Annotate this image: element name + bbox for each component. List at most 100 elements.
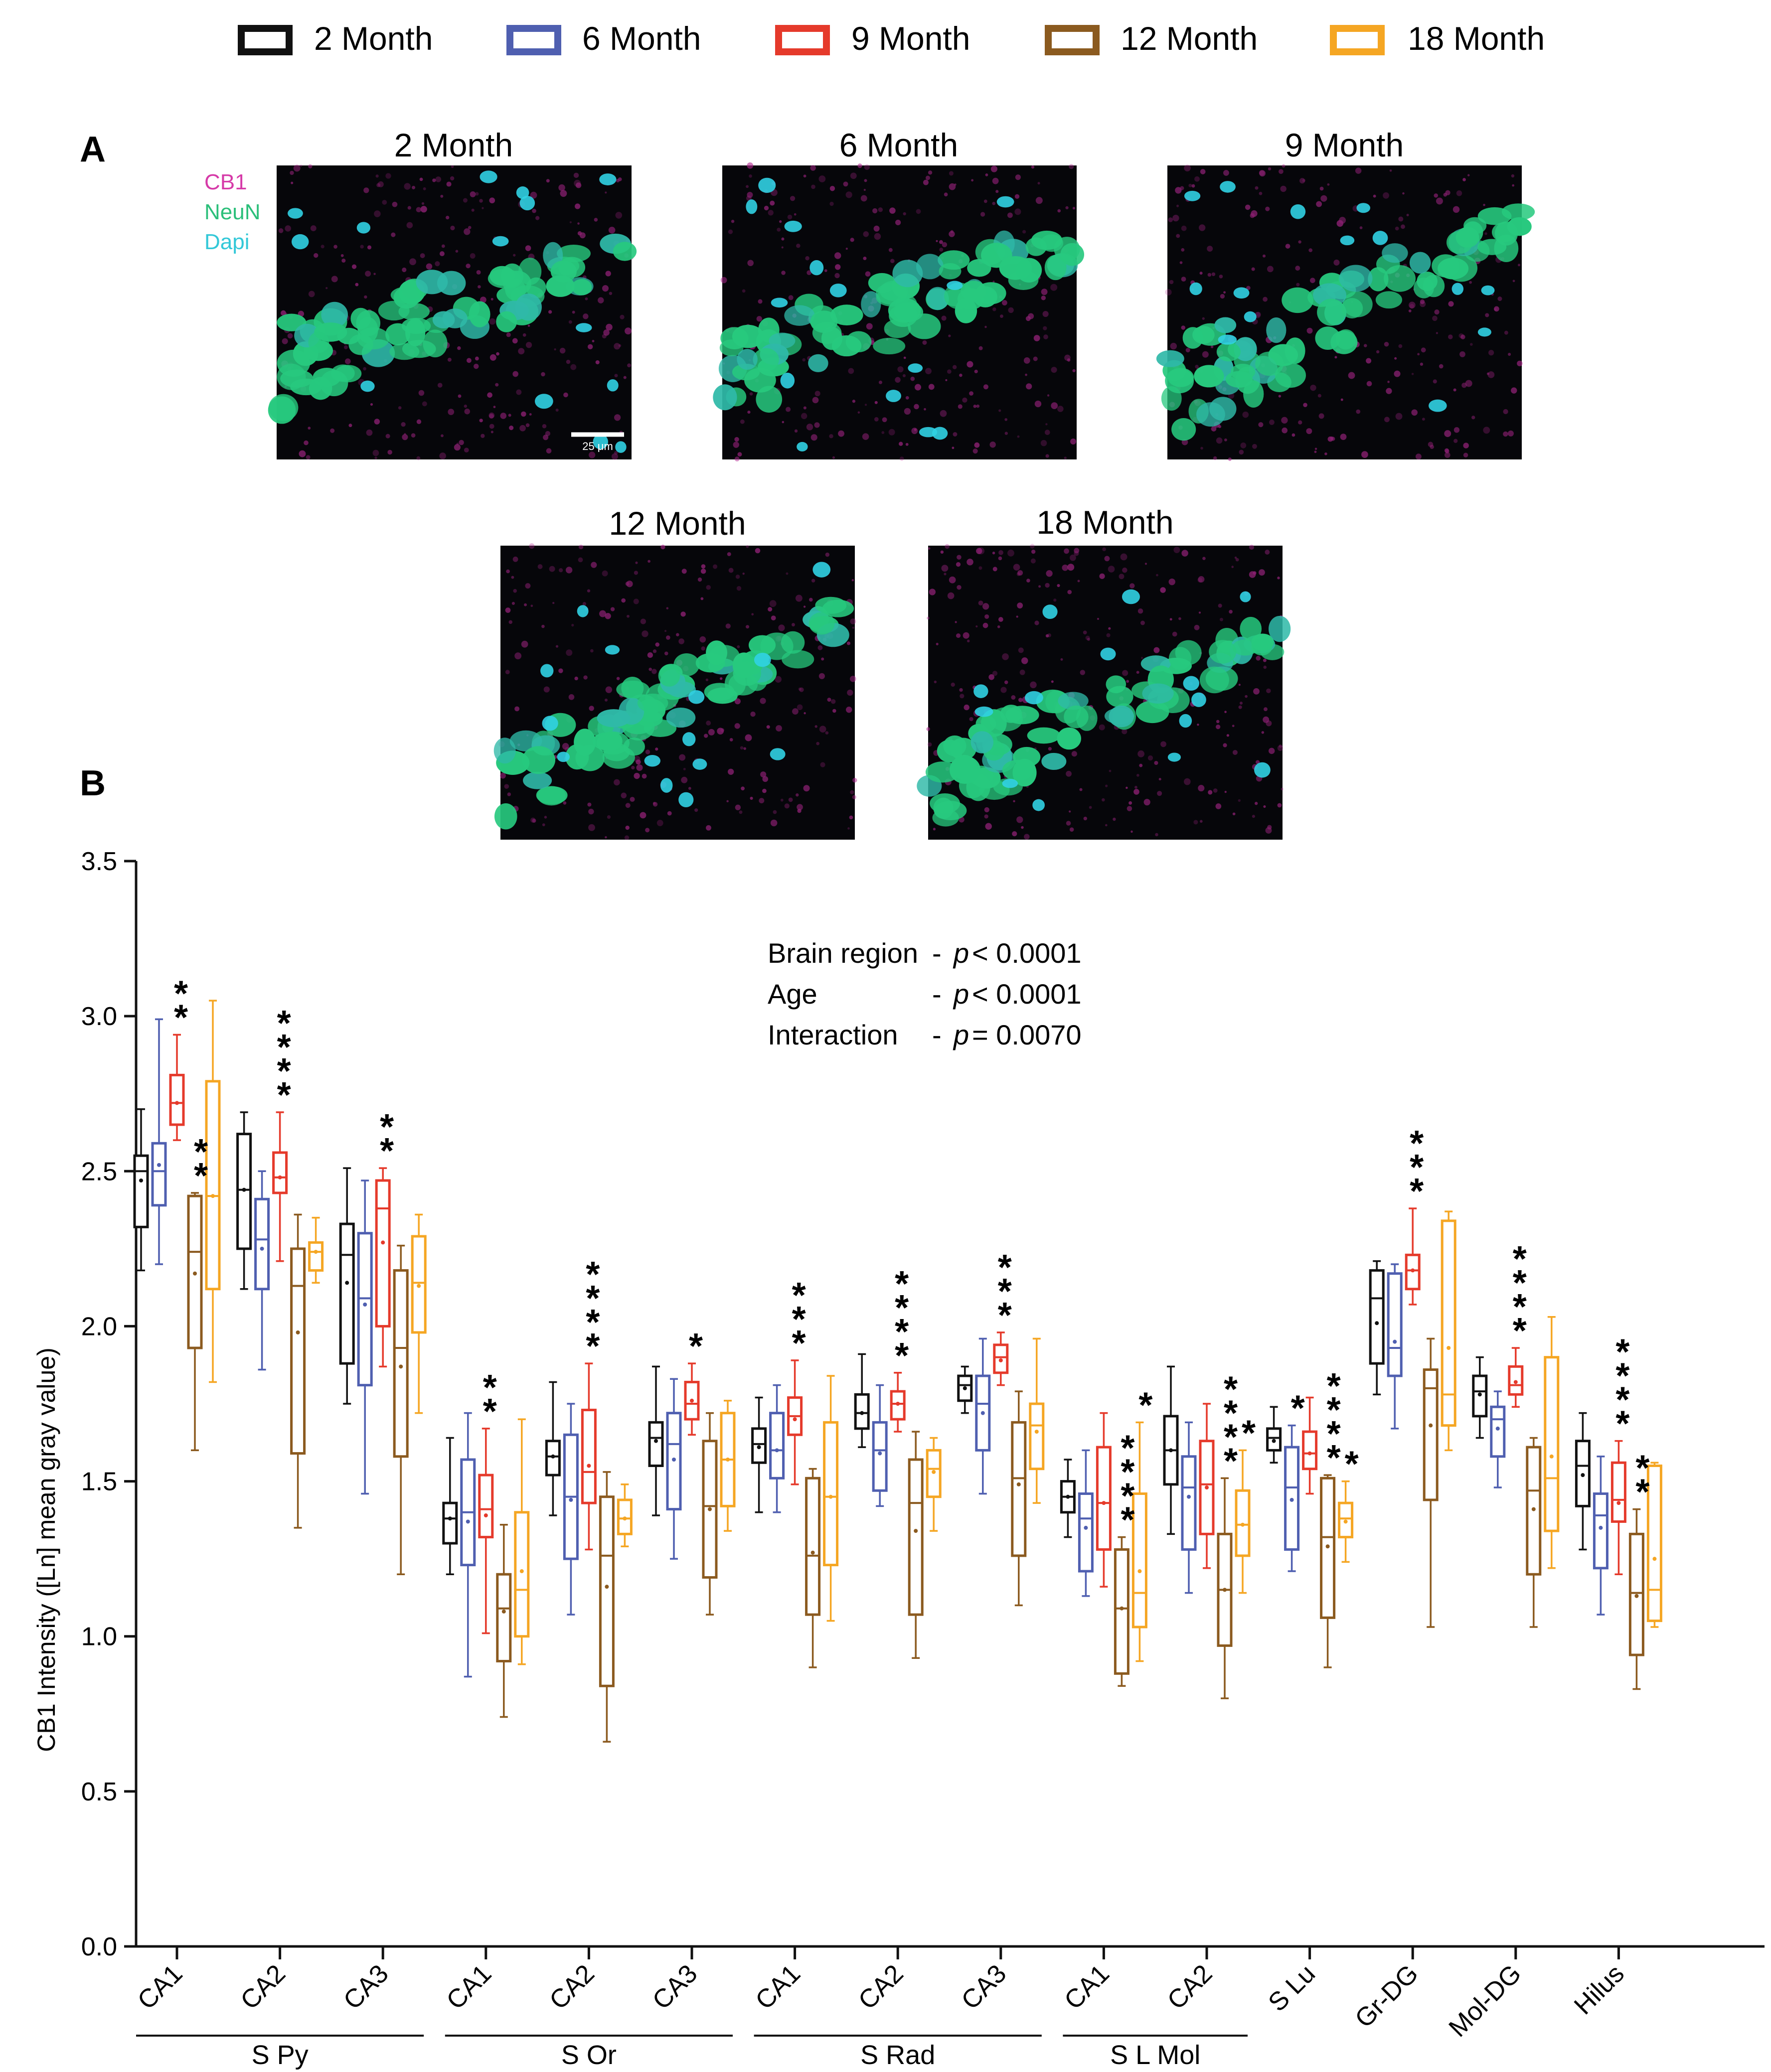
cb1-puncta (734, 698, 741, 705)
dapi-nucleus (291, 234, 309, 250)
significance-star: * (194, 1132, 208, 1172)
cb1-puncta (508, 414, 511, 417)
cb1-puncta (1083, 816, 1087, 821)
box-iqr (1181, 1455, 1197, 1551)
cb1-puncta (694, 808, 698, 812)
cb1-puncta (992, 201, 996, 205)
cb1-puncta (464, 408, 471, 415)
box-iqr (272, 1151, 288, 1194)
legend-label: 9 Month (851, 20, 970, 57)
cb1-puncta (959, 688, 963, 692)
dapi-nucleus (1218, 334, 1237, 345)
cb1-puncta (1099, 724, 1105, 731)
significance-star: * (1345, 1445, 1359, 1484)
cb1-puncta (756, 316, 762, 322)
cb1-puncta (817, 645, 823, 650)
dapi-nucleus (886, 390, 901, 402)
cb1-puncta (1252, 444, 1257, 449)
cb1-puncta (1224, 711, 1227, 713)
significance-star: * (1242, 1413, 1256, 1453)
box-group: Mol-DG**** (1444, 1239, 1560, 2043)
cb1-puncta (863, 188, 866, 191)
cb1-puncta (1264, 707, 1268, 712)
cb1-puncta (766, 725, 770, 729)
cb1-puncta (790, 196, 796, 201)
cb1-puncta (806, 270, 812, 276)
cb1-puncta (1104, 556, 1110, 562)
neun-cell (1368, 267, 1389, 292)
cb1-puncta (985, 823, 992, 830)
cb1-puncta (454, 444, 461, 451)
cb1-puncta (1051, 402, 1058, 409)
cb1-puncta (1320, 195, 1327, 202)
cb1-puncta (895, 219, 901, 226)
dapi-nucleus (599, 173, 617, 185)
cb1-puncta (467, 358, 472, 363)
cb1-puncta (614, 374, 618, 378)
box-mean (623, 1516, 627, 1521)
box-mean (605, 1585, 609, 1589)
box (617, 1483, 633, 1548)
cb1-puncta (1512, 184, 1515, 187)
cb1-puncta (792, 623, 795, 627)
cb1-puncta (519, 425, 526, 432)
neun-cell (1156, 350, 1184, 367)
cb1-puncta (1034, 400, 1042, 408)
cb1-puncta (411, 433, 416, 438)
cb1-puncta (1267, 266, 1274, 273)
cb1-puncta (1194, 176, 1200, 182)
neun-cell (1142, 683, 1174, 704)
dapi-nucleus (1042, 604, 1058, 619)
cb1-puncta (636, 759, 641, 765)
cb1-puncta (736, 586, 742, 591)
cb1-puncta (459, 440, 464, 445)
cb1-puncta (1016, 816, 1023, 823)
cb1-puncta (1494, 308, 1497, 311)
cb1-puncta (945, 544, 950, 549)
cb1-puncta (1043, 326, 1047, 330)
micrograph-image (268, 164, 637, 460)
cb1-puncta (574, 676, 578, 681)
neun-cell (1175, 640, 1202, 665)
cb1-puncta (1156, 574, 1158, 577)
cb1-puncta (1050, 284, 1058, 291)
cb1-puncta (652, 802, 658, 807)
cb1-puncta (734, 456, 740, 462)
legend-item: 18 Month (1330, 20, 1545, 57)
cb1-puncta (998, 617, 1003, 622)
legend-swatch (775, 25, 830, 55)
cb1-puncta (278, 228, 284, 233)
cb1-puncta (412, 185, 416, 189)
cb1-puncta (308, 164, 313, 168)
cb1-puncta (945, 379, 948, 381)
cb1-puncta (579, 232, 586, 239)
dapi-nuclei (1184, 181, 1495, 412)
cb1-puncta (343, 345, 348, 349)
cb1-puncta (737, 452, 742, 457)
box (1544, 1316, 1560, 1569)
cb1-puncta (966, 639, 970, 643)
cb1-puncta (1445, 190, 1450, 195)
cb1-puncta (928, 170, 933, 175)
box-iqr (581, 1408, 597, 1504)
cb1-puncta (287, 333, 293, 339)
cb1-puncta (1453, 427, 1460, 433)
cb1-puncta (1028, 313, 1034, 319)
cb1-puncta (1299, 178, 1305, 184)
micrograph-6-month-panel: 6 Month (713, 127, 1085, 462)
dapi-nucleus (809, 260, 824, 276)
cb1-puncta (578, 557, 583, 563)
box (908, 1431, 924, 1659)
significance-star: * (1121, 1477, 1134, 1516)
cb1-puncta (1219, 617, 1224, 621)
cb1-puncta (392, 201, 398, 207)
box-mean (1549, 1454, 1554, 1459)
significance-star: * (1121, 1500, 1134, 1540)
box-iqr (339, 1222, 355, 1365)
box-iqr (1441, 1219, 1456, 1427)
panel-a-letter: A (80, 130, 106, 169)
box-mean (1531, 1507, 1536, 1511)
cb1-puncta (1065, 206, 1069, 210)
cb1-puncta (1199, 820, 1203, 823)
cb1-puncta (818, 175, 826, 182)
